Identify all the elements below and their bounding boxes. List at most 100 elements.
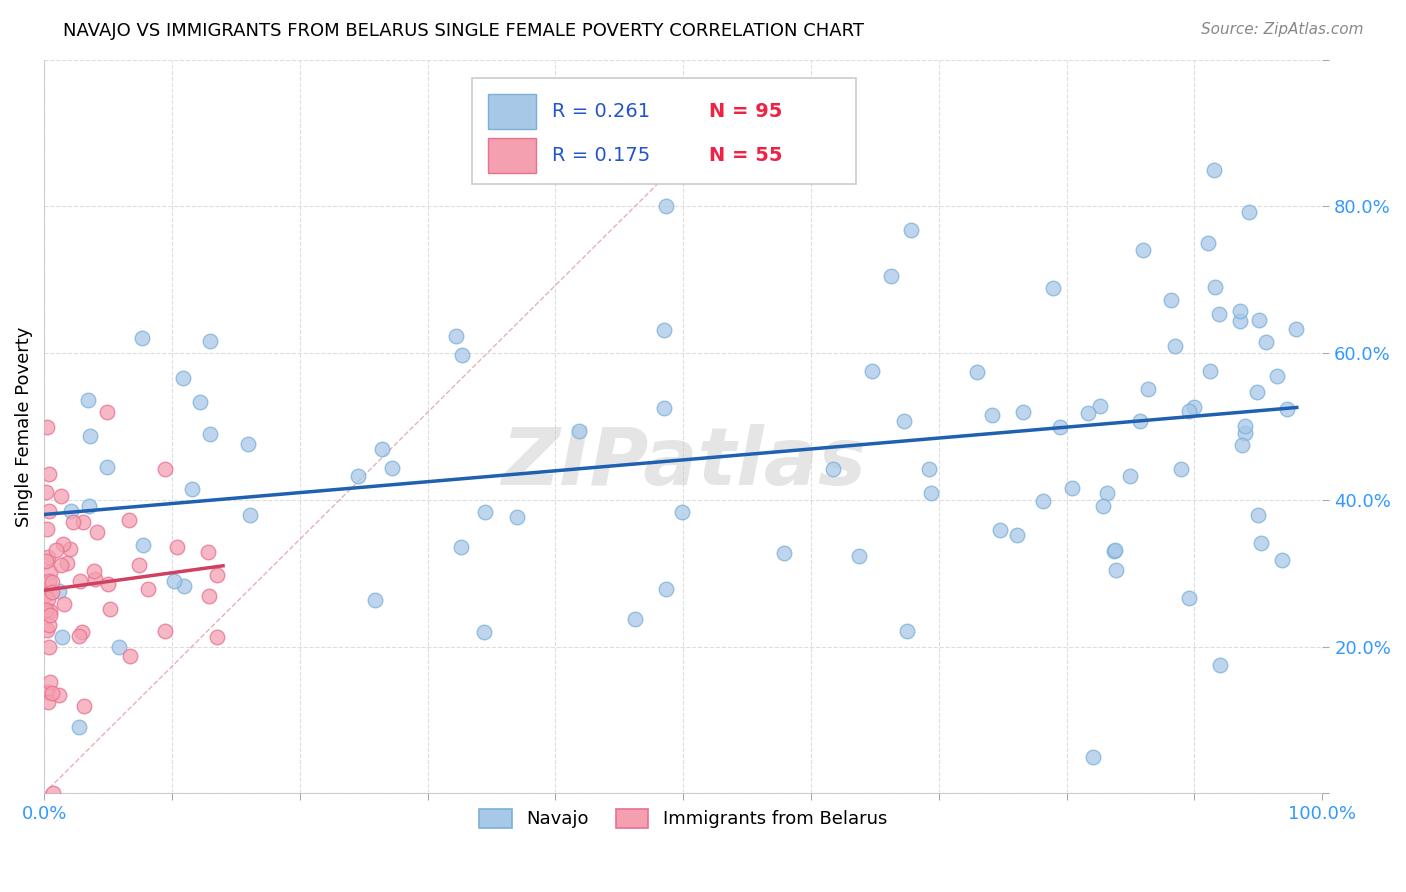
Point [860, 363, 883, 377]
Point [474, 505, 496, 519]
Point [1197, 235, 1219, 250]
Point [70, 625, 93, 640]
Point [1275, 402, 1298, 417]
Point [1229, 304, 1251, 318]
Point [62, 515, 84, 529]
Point [163, 574, 186, 588]
Point [238, 508, 260, 523]
Point [197, 544, 219, 558]
Point [671, 505, 693, 519]
Point [51, 558, 73, 572]
Point [1132, 243, 1154, 257]
Point [67, 720, 90, 734]
FancyBboxPatch shape [488, 138, 536, 173]
Y-axis label: Single Female Poverty: Single Female Poverty [15, 326, 32, 526]
Point [981, 408, 1004, 422]
Point [37, 685, 59, 699]
Point [451, 348, 474, 362]
Point [1104, 543, 1126, 558]
Point [1160, 293, 1182, 307]
FancyBboxPatch shape [472, 78, 856, 185]
Point [848, 549, 870, 564]
FancyBboxPatch shape [488, 94, 536, 129]
Point [172, 371, 194, 385]
Point [38, 574, 60, 588]
Point [207, 567, 229, 582]
Point [52, 537, 75, 551]
Point [450, 540, 472, 554]
Point [198, 334, 221, 348]
Point [77, 392, 100, 407]
Point [153, 624, 176, 638]
Point [48, 688, 70, 702]
Point [37, 623, 59, 637]
Point [51, 631, 73, 645]
Point [1271, 553, 1294, 567]
Point [38, 618, 60, 632]
Point [966, 365, 988, 379]
Point [1233, 418, 1256, 433]
Point [83, 564, 105, 578]
Point [39, 565, 62, 579]
Point [1095, 486, 1118, 500]
Point [364, 593, 387, 607]
Point [1042, 281, 1064, 295]
Point [97, 576, 120, 591]
Point [138, 582, 160, 597]
Point [173, 579, 195, 593]
Point [1129, 414, 1152, 428]
Point [988, 523, 1011, 537]
Point [1230, 438, 1253, 452]
Point [1247, 313, 1270, 327]
Point [1285, 322, 1308, 336]
Point [371, 442, 394, 456]
Point [108, 640, 131, 654]
Point [69, 574, 91, 589]
Point [42, 786, 65, 800]
Point [900, 223, 922, 237]
Point [55, 556, 77, 570]
Point [654, 199, 676, 213]
Point [48, 583, 70, 598]
Point [1204, 162, 1226, 177]
Point [59, 541, 82, 556]
Point [506, 510, 529, 524]
Point [72, 698, 94, 713]
Text: N = 55: N = 55 [709, 146, 782, 165]
Point [1105, 563, 1128, 577]
Point [72, 515, 94, 529]
Point [568, 424, 591, 438]
Point [896, 624, 918, 638]
Point [198, 589, 221, 603]
Point [77, 499, 100, 513]
Legend: Navajo, Immigrants from Belarus: Navajo, Immigrants from Belarus [472, 802, 894, 836]
Point [1102, 544, 1125, 558]
Point [39, 604, 62, 618]
Point [118, 513, 141, 527]
Point [1137, 382, 1160, 396]
Point [1170, 462, 1192, 476]
Point [153, 461, 176, 475]
Point [131, 331, 153, 345]
Text: R = 0.175: R = 0.175 [551, 146, 650, 165]
Point [86, 524, 108, 539]
Point [67, 629, 90, 643]
Point [198, 426, 221, 441]
Point [118, 648, 141, 663]
Point [652, 323, 675, 337]
Point [1011, 404, 1033, 418]
Point [1250, 536, 1272, 550]
Point [37, 550, 59, 565]
Point [34, 588, 56, 602]
Point [1198, 364, 1220, 378]
Point [38, 467, 60, 481]
Point [45, 542, 67, 557]
Point [1229, 314, 1251, 328]
Point [444, 328, 467, 343]
Point [1032, 494, 1054, 508]
Point [37, 592, 59, 607]
Point [1246, 384, 1268, 399]
Point [1049, 420, 1071, 434]
Point [381, 461, 404, 475]
Point [236, 437, 259, 451]
